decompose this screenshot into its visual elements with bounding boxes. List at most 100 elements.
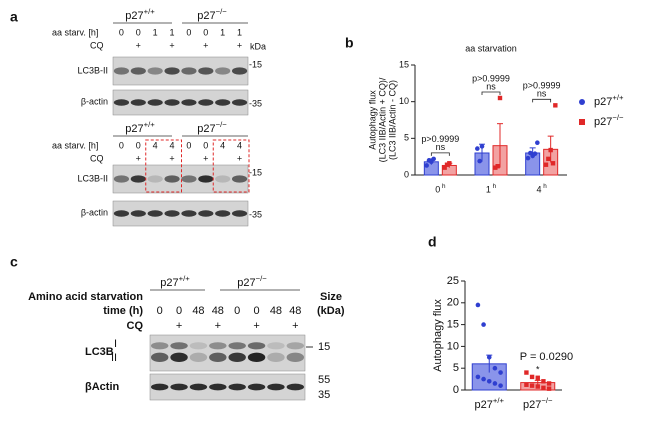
- data-point: [424, 163, 429, 168]
- data-point: [550, 161, 556, 166]
- y-tick-label: 10: [447, 340, 459, 352]
- band: [286, 352, 305, 362]
- data-point: [498, 370, 503, 375]
- form-label: II: [111, 352, 117, 364]
- y-tick-label: 10: [399, 96, 409, 106]
- band: [150, 352, 169, 362]
- data-point: [492, 381, 498, 386]
- lane-label: +: [136, 153, 141, 163]
- y-axis-label: Autophagy flux: [432, 299, 444, 372]
- x-tick-label: 1 h: [486, 183, 497, 194]
- data-point: [479, 144, 485, 149]
- lane-label: 0: [254, 305, 260, 317]
- lane-label: 1: [170, 27, 175, 37]
- data-point: [447, 161, 452, 166]
- band: [147, 67, 163, 75]
- data-point: [541, 379, 546, 384]
- panel-label: a: [10, 9, 18, 25]
- row-label: CQ: [90, 153, 104, 163]
- band: [150, 342, 169, 350]
- data-point: [498, 383, 503, 388]
- band: [164, 99, 180, 106]
- lane-label: 4: [170, 140, 175, 150]
- bracket: [481, 91, 501, 95]
- band: [113, 99, 130, 106]
- lane-label: 0: [203, 140, 208, 150]
- panel-label: c: [10, 254, 18, 270]
- data-point: [546, 156, 551, 162]
- row-label: LC3B: [85, 346, 114, 358]
- lane-label: 0: [157, 305, 163, 317]
- band: [228, 342, 246, 350]
- data-point: [481, 376, 486, 382]
- lane-label: 0: [119, 27, 124, 37]
- band: [228, 352, 246, 362]
- size-label: 35: [318, 389, 330, 401]
- data-point: [492, 365, 498, 371]
- p-value: p>0.9999: [523, 81, 561, 91]
- genotype-label: p27−/−: [197, 120, 227, 135]
- data-point: [548, 147, 553, 153]
- lane-label: +: [176, 320, 182, 332]
- lane-label: 48: [289, 305, 301, 317]
- size-label: 55: [318, 374, 330, 386]
- lane-label: +: [169, 153, 174, 163]
- row-label: β-actin: [81, 96, 108, 106]
- lane-label: 0: [119, 140, 124, 150]
- band: [164, 210, 180, 217]
- band: [267, 383, 285, 391]
- data-point: [486, 355, 492, 360]
- lane-label: +: [203, 40, 208, 50]
- band: [147, 99, 163, 106]
- lane-label: 0: [203, 27, 208, 37]
- band: [198, 99, 214, 106]
- data-point: [442, 165, 447, 170]
- size-label: 15: [318, 341, 330, 353]
- size-label: -35: [249, 98, 262, 108]
- comparison-label: ns: [537, 89, 547, 99]
- data-point: [532, 151, 538, 157]
- data-point: [495, 164, 500, 169]
- band: [286, 383, 305, 391]
- form-label: I: [114, 338, 117, 350]
- lane-label: +: [169, 40, 174, 50]
- data-point: [481, 322, 486, 327]
- band: [147, 210, 163, 217]
- data-point: [497, 95, 503, 101]
- data-point: [541, 385, 546, 391]
- band: [113, 210, 130, 217]
- lane-label: +: [237, 40, 242, 50]
- size-label: -35: [249, 209, 262, 219]
- lane-label: 48: [212, 305, 224, 317]
- lane-label: 4: [220, 140, 225, 150]
- data-point: [543, 162, 549, 167]
- genotype-label: p27−/−: [237, 274, 267, 289]
- data-point: [535, 375, 540, 380]
- band: [215, 67, 231, 75]
- band: [286, 342, 305, 350]
- band: [247, 352, 266, 362]
- lane-label: 0: [136, 27, 141, 37]
- lane-label: +: [292, 320, 298, 332]
- genotype-label: p27+/+: [125, 7, 155, 22]
- row-label: Amino acid starvation: [28, 291, 143, 303]
- comparison-label: ns: [436, 142, 446, 152]
- y-tick-label: 20: [447, 297, 459, 309]
- data-point: [475, 374, 481, 380]
- band: [130, 210, 146, 217]
- band: [267, 342, 285, 350]
- data-point: [525, 155, 531, 161]
- band: [198, 210, 214, 217]
- data-point: [477, 158, 482, 164]
- lane-label: +: [136, 40, 141, 50]
- band: [198, 175, 214, 183]
- data-point: [535, 384, 540, 389]
- bracket: [430, 152, 450, 156]
- band: [147, 175, 163, 183]
- chart-title: aa starvation: [465, 43, 517, 53]
- band: [215, 99, 231, 106]
- band: [231, 175, 248, 183]
- data-point: [475, 302, 481, 308]
- blot: [149, 334, 306, 372]
